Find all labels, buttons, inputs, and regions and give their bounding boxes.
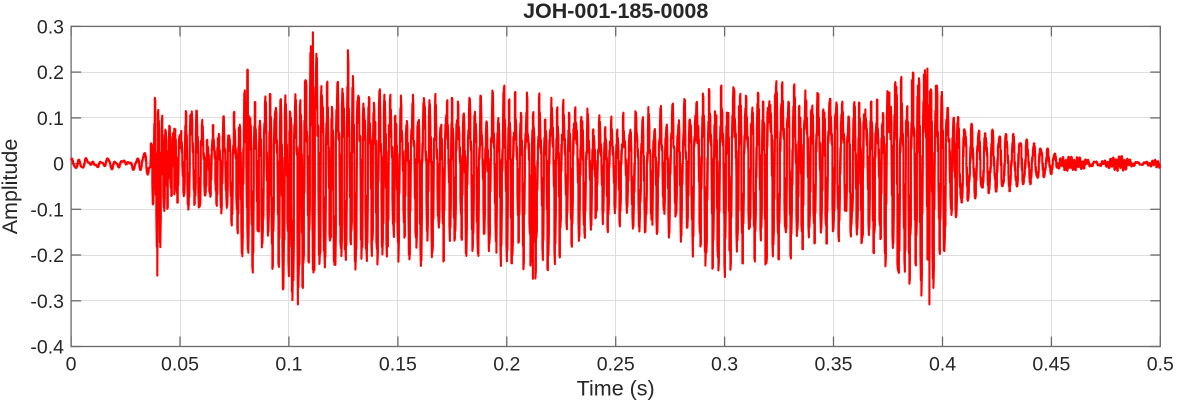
svg-text:0.5: 0.5 <box>1147 354 1174 376</box>
svg-text:JOH-001-185-0008: JOH-001-185-0008 <box>523 0 708 23</box>
svg-text:Time (s): Time (s) <box>577 377 655 401</box>
svg-text:0.35: 0.35 <box>815 354 853 376</box>
svg-text:-0.4: -0.4 <box>30 337 64 359</box>
svg-text:0: 0 <box>53 154 64 176</box>
svg-text:0.15: 0.15 <box>379 354 417 376</box>
svg-text:0.05: 0.05 <box>161 354 199 376</box>
svg-text:0.1: 0.1 <box>37 108 64 130</box>
svg-text:0.1: 0.1 <box>275 354 302 376</box>
svg-text:0: 0 <box>66 354 77 376</box>
svg-text:0.2: 0.2 <box>493 354 520 376</box>
svg-text:-0.3: -0.3 <box>30 291 64 313</box>
svg-text:0.3: 0.3 <box>37 16 64 38</box>
svg-text:0.4: 0.4 <box>929 354 956 376</box>
svg-text:0.3: 0.3 <box>711 354 738 376</box>
svg-text:0.2: 0.2 <box>37 62 64 84</box>
svg-text:0.25: 0.25 <box>597 354 635 376</box>
svg-text:-0.2: -0.2 <box>30 245 64 267</box>
svg-text:Amplitude: Amplitude <box>0 139 22 235</box>
svg-text:0.45: 0.45 <box>1032 354 1070 376</box>
svg-text:-0.1: -0.1 <box>30 199 64 221</box>
